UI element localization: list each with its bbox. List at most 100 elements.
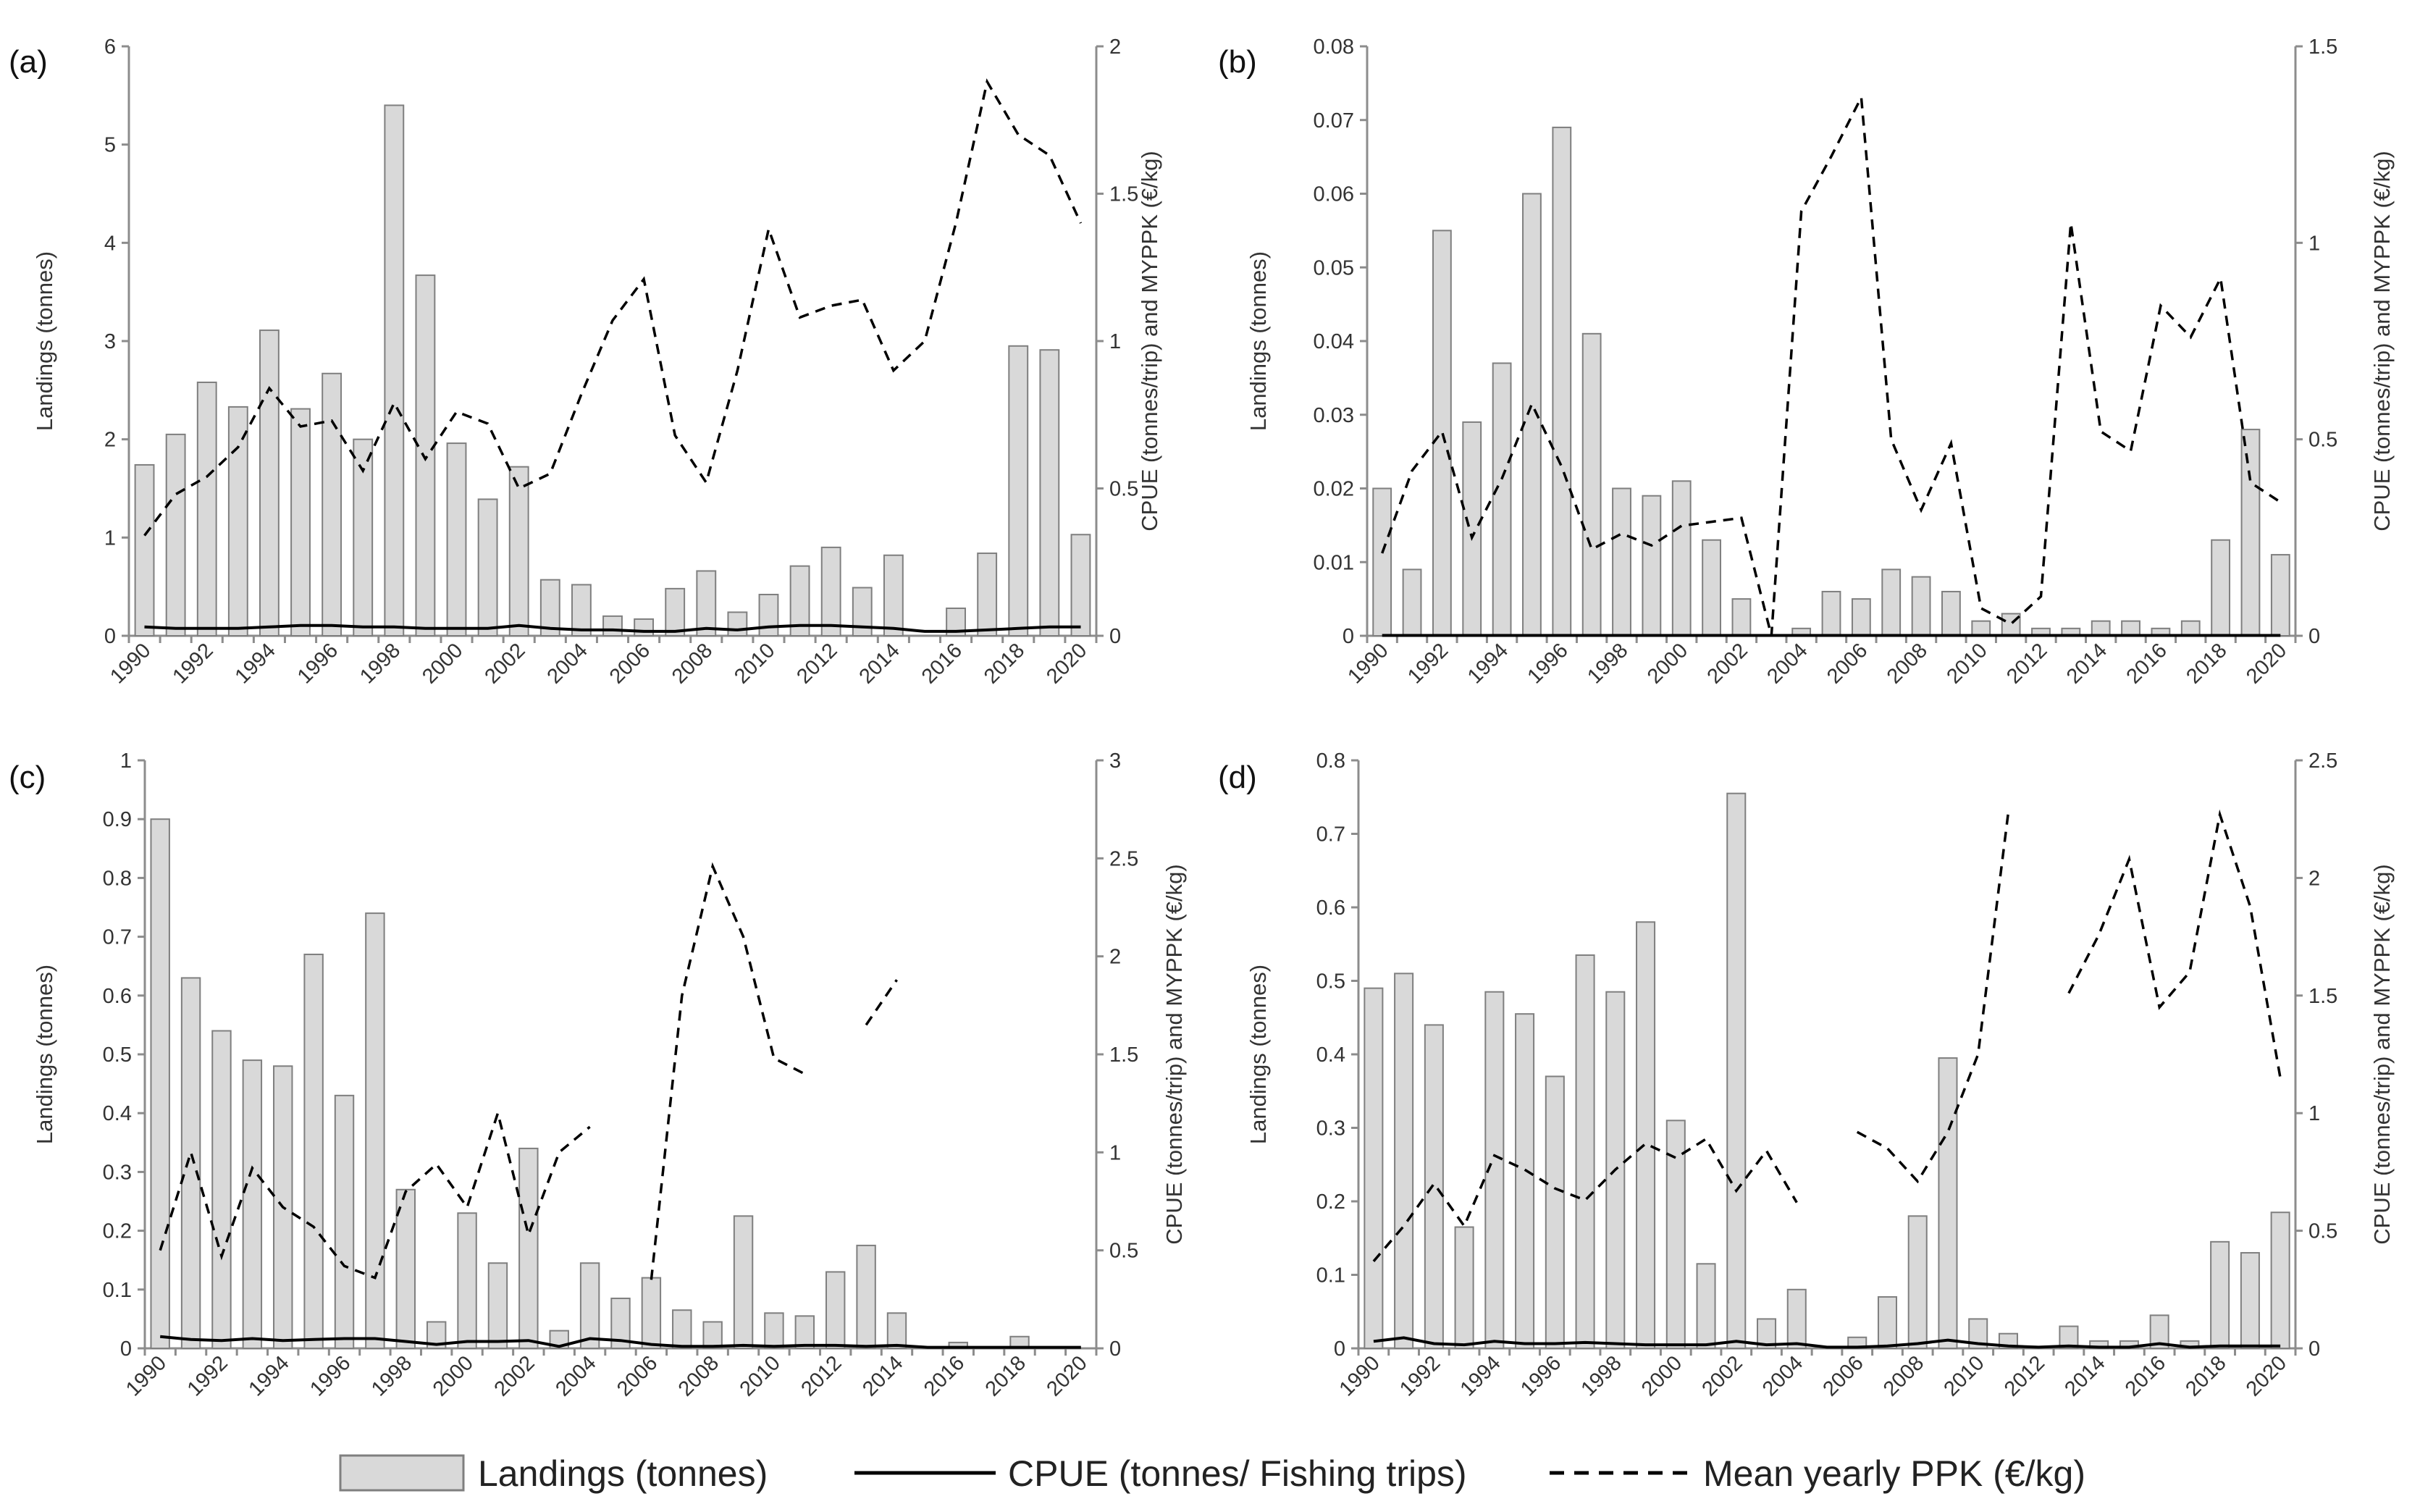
bar-2015 [2121, 620, 2140, 637]
bar-1997 [365, 912, 385, 1349]
left-tick-label: 2 [104, 429, 116, 452]
x-tick-label: 2004 [543, 639, 592, 688]
bar-2004 [571, 584, 592, 637]
x-tick-label: 2016 [920, 1351, 969, 1400]
bar-2003 [539, 579, 560, 637]
bar-1990 [150, 818, 170, 1349]
bar-2008 [1911, 576, 1931, 637]
right-tick-label: 2.5 [2308, 749, 2337, 773]
bar-2009 [1941, 590, 1961, 637]
cpue-line [160, 1335, 1081, 1349]
x-tick-label: 2012 [797, 1351, 846, 1400]
bar-2006 [1851, 598, 1871, 637]
right-tick-label: 1.5 [2308, 985, 2337, 1008]
x-tick-label: 1996 [293, 639, 343, 688]
bar-2010 [758, 594, 779, 637]
bar-2008 [696, 570, 717, 637]
right-tick-label: 2 [1109, 946, 1121, 969]
right-tick-label: 0.5 [2308, 1220, 2337, 1243]
bar-1996 [322, 372, 343, 637]
bar-1995 [1515, 1013, 1535, 1350]
x-tick-label: 2006 [1818, 1351, 1867, 1400]
ppk-line [159, 862, 898, 1280]
x-tick-label: 2006 [1823, 639, 1872, 688]
bar-2005 [602, 615, 623, 637]
left-tick-label: 0.02 [1314, 478, 1354, 501]
bar-1993 [1454, 1226, 1474, 1350]
x-tick-label: 2000 [1643, 639, 1692, 688]
cpue-line [1373, 1336, 2281, 1349]
left-tick-label: 0.7 [103, 926, 132, 949]
right-tick-label: 2 [1109, 35, 1121, 59]
left-tick-label: 0.3 [103, 1161, 132, 1184]
x-tick-label: 2004 [1763, 639, 1812, 688]
x-tick-label: 2020 [2242, 639, 2291, 688]
x-tick-label: 2014 [2062, 639, 2112, 688]
bar-1992 [1424, 1024, 1444, 1350]
y-axis-title: Landings (tonnes) [32, 251, 57, 431]
bar-1998 [395, 1188, 416, 1350]
legend-cpue-label: CPUE (tonnes/ Fishing trips) [1008, 1453, 1467, 1494]
left-tick-label: 0.7 [1316, 823, 1345, 847]
x-tick-label: 2010 [1939, 1351, 1988, 1400]
left-tick-label: 4 [104, 232, 116, 255]
left-tick-label: 1 [120, 749, 132, 773]
bar-2009 [1938, 1057, 1958, 1349]
x-tick-label: 1992 [183, 1351, 232, 1400]
left-tick-label: 0.07 [1314, 109, 1354, 133]
x-tick-label: 1998 [1577, 1351, 1626, 1400]
bar-1992 [1432, 230, 1452, 637]
bar-1993 [242, 1059, 263, 1349]
bar-2010 [1971, 620, 1991, 637]
x-tick-label: 2008 [674, 1351, 723, 1400]
x-tick-label: 1998 [356, 639, 405, 688]
left-tick-label: 5 [104, 134, 116, 157]
bar-1994 [1492, 362, 1512, 637]
left-tick-label: 1 [104, 526, 116, 550]
bar-2018 [1008, 345, 1029, 637]
bar-2001 [477, 498, 498, 637]
bar-1998 [384, 104, 405, 637]
bar-1990 [1364, 987, 1384, 1350]
bar-2019 [2240, 1252, 2260, 1350]
right-tick-label: 1 [2308, 232, 2320, 255]
right-tick-label: 1 [2308, 1102, 2320, 1125]
bar-2007 [1881, 568, 1902, 637]
right-tick-label: 0.5 [2308, 429, 2337, 452]
bar-2000 [446, 442, 467, 637]
x-tick-label: 2006 [605, 639, 655, 688]
bar-1993 [1462, 421, 1482, 637]
right-tick-label: 1 [1109, 1141, 1121, 1164]
right-tick-label: 3 [1109, 749, 1121, 773]
right-tick-label: 1.5 [2308, 35, 2337, 59]
ppk-line [1381, 93, 2282, 637]
bar-2002 [1731, 598, 1752, 637]
bar-2007 [672, 1309, 692, 1349]
left-tick-label: 0 [120, 1337, 132, 1361]
x-tick-label: 2010 [730, 639, 779, 688]
bar-1995 [290, 408, 311, 637]
bar-2009 [733, 1215, 754, 1350]
chart-panel-3: (c) 0 0.1 0.2 0.3 0.4 0.5 0.6 0.7 0.8 0.9 1 0 0.5 1 1.5… [9, 749, 1187, 1401]
bar-2013 [856, 1244, 876, 1350]
x-tick-label: 2010 [1942, 639, 1991, 688]
left-tick-label: 0.5 [1316, 970, 1345, 994]
left-tick-label: 0.05 [1314, 256, 1354, 280]
x-tick-label: 2008 [1883, 639, 1932, 688]
legend-ppk-label: Mean yearly PPK (€/kg) [1703, 1453, 2085, 1494]
x-tick-label: 2004 [1758, 1351, 1807, 1400]
bar-1991 [1394, 973, 1414, 1349]
x-tick-label: 2002 [490, 1351, 539, 1400]
legend-landings-label: Landings (tonnes) [478, 1453, 768, 1494]
x-tick-label: 1998 [1583, 639, 1632, 688]
panel-label: (a) [9, 44, 48, 80]
left-tick-label: 0.6 [103, 985, 132, 1008]
bar-2000 [457, 1212, 477, 1349]
bar-2008 [1907, 1215, 1928, 1350]
left-tick-label: 0.1 [1316, 1264, 1345, 1288]
panel-label: (b) [1218, 44, 1257, 80]
x-tick-label: 2016 [2121, 1351, 2170, 1400]
bar-1999 [1636, 921, 1656, 1350]
x-tick-label: 1994 [244, 1351, 293, 1400]
